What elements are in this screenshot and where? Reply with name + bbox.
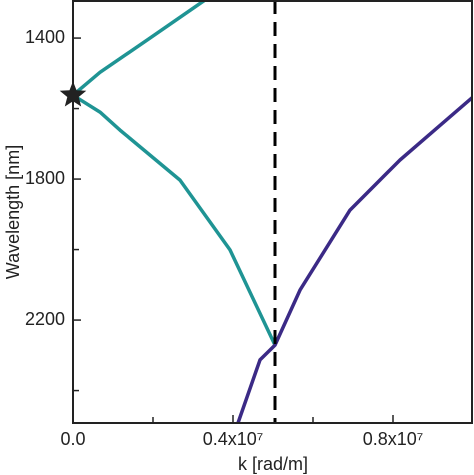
curve [73,0,206,97]
x-tick-label: 0.4x10⁷ [203,429,264,449]
curve [73,93,277,346]
plot-frame [72,0,473,424]
y-axis-label: Wavelength [nm] [3,145,23,279]
y-tick-label: 2200 [25,309,65,329]
y-tick-label: 1400 [25,27,65,47]
x-tick-label: 0.0 [60,429,85,449]
x-axis-label: k [rad/m] [238,454,308,474]
x-tick-label: 0.8x10⁷ [363,429,424,449]
curve [236,95,473,423]
star-marker [59,81,87,107]
y-tick-label: 1800 [25,168,65,188]
